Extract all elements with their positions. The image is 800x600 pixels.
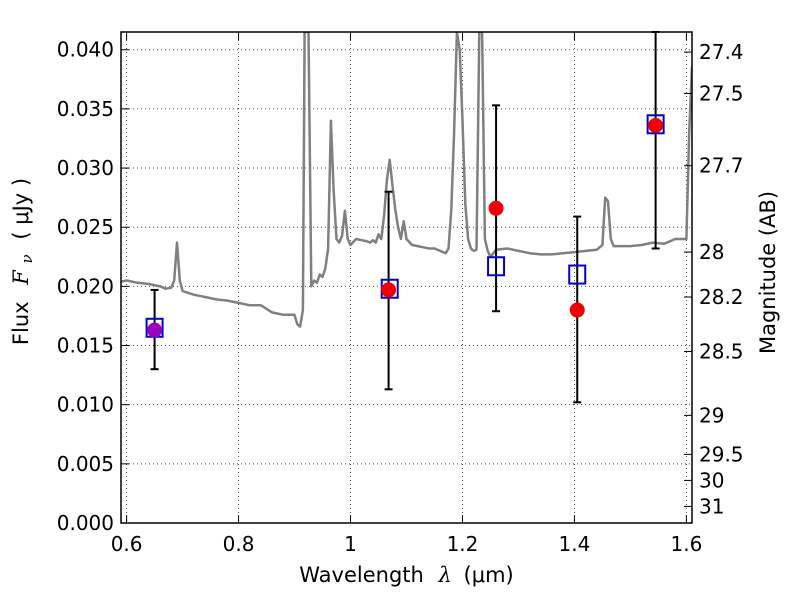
observed-point bbox=[648, 117, 664, 133]
y-axis-label: Flux F ν ( μJy ) bbox=[9, 178, 37, 345]
y2-tick-label: 27.5 bbox=[699, 82, 744, 106]
y2-tick-label: 27.7 bbox=[699, 154, 744, 178]
y-axis-label-subscript: ν bbox=[18, 254, 36, 263]
y2-tick-label: 29.5 bbox=[699, 442, 744, 466]
grid bbox=[121, 32, 692, 523]
plot-frame bbox=[120, 31, 693, 524]
x-tick-label: 1.6 bbox=[670, 532, 702, 556]
x-axis-label-text: Wavelength bbox=[299, 563, 424, 587]
spectrum-layer bbox=[121, 32, 692, 328]
y-axis-label-prefix: Flux bbox=[9, 301, 33, 345]
model-photometry-square bbox=[646, 114, 665, 135]
model-photometry-square bbox=[487, 256, 506, 277]
y-tick-label: 0.030 bbox=[57, 156, 114, 180]
x-axis-label-unit: (μm) bbox=[464, 563, 514, 587]
observed-point bbox=[488, 200, 504, 216]
y-tick-label: 0.035 bbox=[57, 97, 114, 121]
y-tick-label: 0.040 bbox=[57, 38, 114, 62]
x-tick-label: 1 bbox=[344, 532, 357, 556]
observed-point bbox=[147, 322, 163, 338]
y2-tick-label: 28.5 bbox=[699, 339, 744, 363]
x-tick-label: 0.8 bbox=[223, 532, 255, 556]
x-tick-label: 1.2 bbox=[447, 532, 479, 556]
y2-tick-label: 28.2 bbox=[699, 285, 744, 309]
y2-tick-label: 31 bbox=[699, 494, 724, 518]
x-axis-label: Wavelength λ (μm) bbox=[299, 563, 513, 587]
y-tick-label: 0.020 bbox=[57, 274, 114, 298]
x-tick-label: 1.4 bbox=[559, 532, 591, 556]
observed-point bbox=[569, 302, 585, 318]
y-tick-label: 0.005 bbox=[57, 452, 114, 476]
observed-points-layer bbox=[147, 117, 664, 338]
spectrum-line bbox=[121, 32, 692, 328]
y-tick-label: 0.010 bbox=[57, 393, 114, 417]
x-axis-label-symbol: λ bbox=[438, 563, 452, 587]
y2-tick-label: 27.4 bbox=[699, 40, 744, 64]
y2-tick-label: 29 bbox=[699, 403, 724, 427]
observed-point bbox=[381, 282, 397, 298]
y-tick-label: 0.025 bbox=[57, 215, 114, 239]
y2-tick-label: 28 bbox=[699, 240, 724, 264]
ticks: 0.6 0.8 1 1.2 1.4 1.6 0.000 0.005 0.010 0.015 0.02… bbox=[57, 32, 744, 556]
y2-tick-label: 30 bbox=[699, 468, 724, 492]
y-axis-label-unit: ( μJy ) bbox=[9, 178, 33, 240]
y2-axis-label: Magnitude (AB) bbox=[756, 191, 780, 354]
y-tick-label: 0.015 bbox=[57, 334, 114, 358]
x-tick-label: 0.6 bbox=[111, 532, 143, 556]
model-photometry-square bbox=[568, 264, 587, 285]
y-tick-label: 0.000 bbox=[57, 511, 114, 535]
errorbar-layer bbox=[150, 31, 660, 404]
y-axis-label-symbol: F bbox=[9, 269, 33, 286]
